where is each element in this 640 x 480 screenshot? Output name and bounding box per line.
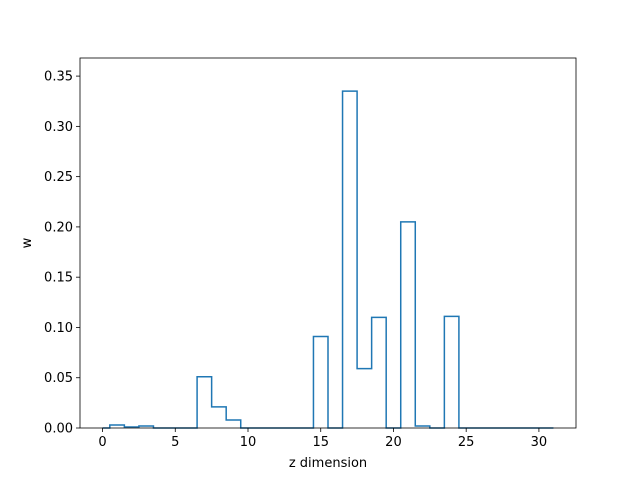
axes-frame — [79, 57, 577, 429]
x-tick-label: 20 — [385, 435, 402, 450]
y-tick-label: 0.35 — [44, 70, 73, 85]
y-tick-label: 0.10 — [44, 321, 73, 336]
x-tick-label: 15 — [312, 435, 329, 450]
y-tick-label: 0.15 — [44, 271, 73, 286]
x-axis-label: z dimension — [289, 456, 367, 471]
y-axis-ticks: 0.00 0.05 0.10 0.15 0.20 0.25 0.30 0.35 — [44, 70, 80, 437]
x-tick-label: 0 — [98, 435, 106, 450]
x-tick-label: 10 — [240, 435, 257, 450]
y-tick-label: 0.20 — [44, 220, 73, 235]
y-tick-label: 0.05 — [44, 371, 73, 386]
x-tick-label: 30 — [531, 435, 548, 450]
y-tick-label: 0.00 — [44, 422, 73, 437]
y-axis-label: w — [20, 237, 35, 248]
y-tick-label: 0.25 — [44, 170, 73, 185]
x-tick-label: 5 — [171, 435, 179, 450]
x-tick-label: 25 — [458, 435, 475, 450]
y-tick-label: 0.30 — [44, 120, 73, 135]
x-axis-ticks: 0 5 10 15 20 25 30 — [98, 428, 547, 450]
